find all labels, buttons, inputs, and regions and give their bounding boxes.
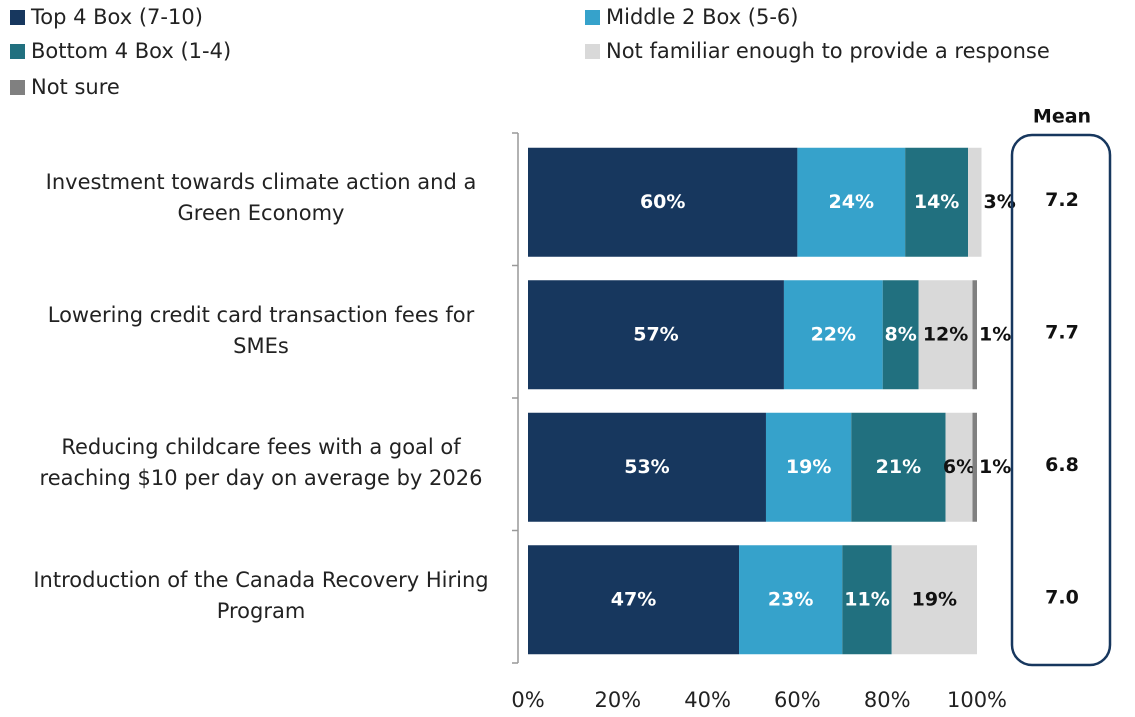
bar-segment <box>783 280 883 390</box>
value-label: 21% <box>876 456 921 478</box>
x-tick-label: 60% <box>774 688 821 712</box>
bar-segment <box>891 545 977 655</box>
value-label: 8% <box>885 323 917 345</box>
value-label: 60% <box>640 191 685 213</box>
mean-value: 7.0 <box>1045 586 1079 608</box>
mean-box <box>1010 133 1112 667</box>
bar-segment <box>528 147 798 257</box>
bar-segment <box>972 280 977 390</box>
x-tick-label: 80% <box>864 688 911 712</box>
legend-swatch <box>10 10 25 25</box>
value-label: 53% <box>624 456 669 478</box>
value-label: 47% <box>611 588 656 610</box>
value-label: 24% <box>829 191 874 213</box>
value-label: 6% <box>943 456 975 478</box>
bar-segment <box>972 412 977 522</box>
legend-label: Middle 2 Box (5-6) <box>606 5 798 29</box>
mean-value: 7.2 <box>1045 189 1079 211</box>
legend-label: Top 4 Box (7-10) <box>30 5 203 29</box>
bar-segment <box>851 412 946 522</box>
x-tick-label: 100% <box>947 688 1007 712</box>
x-tick-label: 40% <box>684 688 731 712</box>
category-label: Investment towards climate action and a … <box>45 170 477 226</box>
legend-label: Not sure <box>31 75 120 99</box>
value-label: 19% <box>912 588 957 610</box>
bar-segment <box>765 412 852 522</box>
bar-segment <box>528 412 766 522</box>
category-label: Reducing childcare fees with a goal of r… <box>39 435 483 491</box>
value-label: 12% <box>923 323 968 345</box>
bar-segment <box>842 545 892 655</box>
x-tick-label: 20% <box>594 688 641 712</box>
legend-label: Not familiar enough to provide a respons… <box>606 39 1050 63</box>
bar-segment <box>968 147 982 257</box>
value-label: 1% <box>979 456 1011 478</box>
bar-segment <box>739 545 843 655</box>
legend-swatch <box>585 44 600 59</box>
value-label: 14% <box>914 191 959 213</box>
mean-title: Mean <box>1033 106 1091 128</box>
legend-label: Bottom 4 Box (1-4) <box>31 39 231 63</box>
category-label: Lowering credit card transaction fees fo… <box>47 302 475 358</box>
bar-segment <box>945 412 973 522</box>
value-label: 22% <box>811 323 856 345</box>
category-label: Introduction of the Canada Recovery Hiri… <box>33 567 489 623</box>
value-label: 1% <box>979 323 1011 345</box>
bar-segment <box>528 280 784 390</box>
bar-segment <box>528 545 740 655</box>
x-tick-label: 0% <box>511 688 544 712</box>
value-label: 3% <box>983 191 1015 213</box>
mean-value: 6.8 <box>1045 454 1079 476</box>
legend-swatch <box>10 80 25 95</box>
bar-segment <box>882 280 919 390</box>
value-label: 23% <box>768 588 813 610</box>
bar-segment <box>918 280 973 390</box>
value-label: 57% <box>633 323 678 345</box>
bar-segment <box>905 147 969 257</box>
mean-value: 7.7 <box>1045 321 1079 343</box>
legend-swatch <box>585 10 600 25</box>
value-label: 19% <box>786 456 831 478</box>
bar-segment <box>797 147 906 257</box>
value-label: 11% <box>844 588 889 610</box>
legend-swatch <box>10 44 25 59</box>
